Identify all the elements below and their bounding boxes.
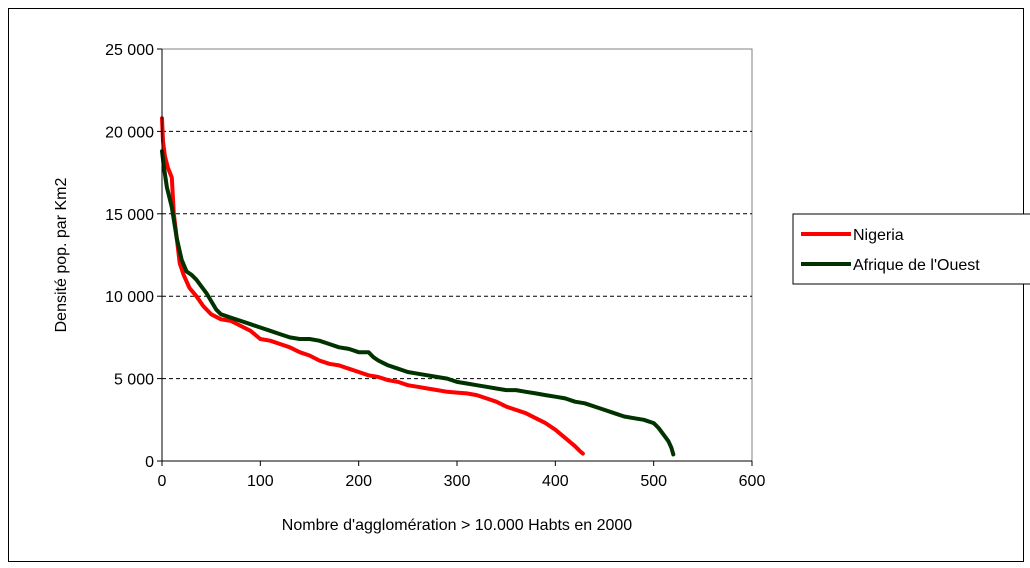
series-line-afrique-de-l-ouest: [160, 149, 676, 457]
plot-area: [161, 48, 753, 462]
tick-labels: 0 5 000 10 000 15 000 20 000 25 000 0 100 200 300…: [105, 42, 765, 490]
y-tick-label: 0: [145, 454, 154, 471]
series-lines: [160, 116, 676, 457]
y-tick-label: 25 000: [105, 42, 154, 59]
x-tick-label: 400: [542, 473, 569, 490]
x-tick-label: 0: [158, 473, 167, 490]
x-tick-label: 200: [345, 473, 372, 490]
y-tick-label: 15 000: [105, 207, 154, 224]
x-axis-title: Nombre d'agglomération > 10.000 Habts en…: [282, 517, 633, 534]
axes: [157, 48, 753, 466]
legend-label-afrique-de-l-ouest: Afrique de l'Ouest: [853, 257, 980, 274]
series-line-nigeria: [160, 116, 585, 456]
y-tick-label: 20 000: [105, 124, 154, 141]
plot-background: [161, 48, 753, 462]
grid-lines: [162, 130, 752, 380]
legend: Nigeria Afrique de l'Ouest: [792, 213, 1030, 285]
y-axis-title: Densité pop. par Km2: [53, 178, 70, 333]
x-tick-label: 500: [640, 473, 667, 490]
x-tick-label: 300: [444, 473, 471, 490]
x-tick-label: 600: [739, 473, 766, 490]
y-tick-label: 5 000: [114, 372, 154, 389]
x-tick-label: 100: [247, 473, 274, 490]
legend-label-nigeria: Nigeria: [853, 227, 904, 244]
y-tick-label: 10 000: [105, 289, 154, 306]
legend-box: [792, 213, 1030, 285]
